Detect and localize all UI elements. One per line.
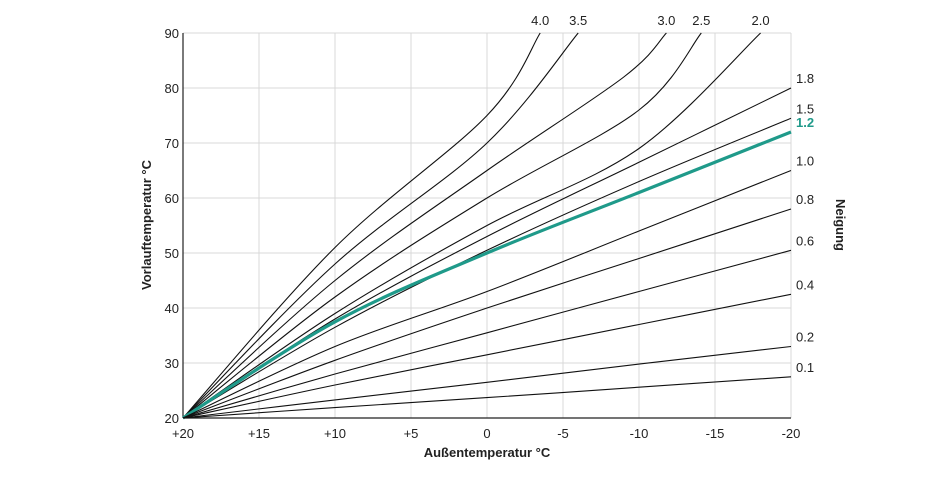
curve-0-6 [182,249,792,419]
y-tick-label: 40 [165,301,179,316]
curve-0-2 [182,345,792,419]
curves [182,32,792,420]
y-axis-title: Vorlauftemperatur °C [139,159,154,290]
x-tick-label: +20 [172,426,194,441]
curve-2-0 [182,32,761,419]
y-tick-label: 90 [165,26,179,41]
curve-label-2-5: 2.5 [692,13,710,28]
x-tick-label: 0 [483,426,490,441]
curve-label-0-6: 0.6 [796,233,814,248]
curve-label-0-4: 0.4 [796,277,814,292]
y-tick-labels: 20 30 40 50 60 70 80 90 [165,26,179,426]
curve-label-2-0: 2.0 [752,13,770,28]
curve-0-8 [182,208,792,419]
curve-1-5 [182,117,792,419]
curve-label-0-1: 0.1 [796,360,814,375]
x-tick-label: +15 [248,426,270,441]
x-axis-title: Außentemperatur °C [424,445,551,460]
x-tick-labels: +20 +15 +10 +5 0 -5 -10 -15 -20 [172,426,800,441]
curve-3-5 [182,32,579,419]
curve-label-1-0: 1.0 [796,154,814,169]
legend-title: Neigung [833,199,848,251]
y-tick-label: 30 [165,356,179,371]
curve-label-0-2: 0.2 [796,330,814,345]
y-tick-label: 60 [165,191,179,206]
x-tick-label: -5 [557,426,569,441]
axes [182,33,791,419]
curve-labels: 4.0 3.5 3.0 2.5 2.0 1.8 1.51.2 1.0 0.8 0.6 0.4 0.2 0… [531,13,814,375]
x-tick-label: +10 [324,426,346,441]
y-tick-label: 70 [165,136,179,151]
curve-1-2 [182,130,792,420]
y-tick-label: 80 [165,81,179,96]
curve-label-1-2: 1.2 [796,115,814,130]
y-tick-label: 20 [165,411,179,426]
x-tick-label: -15 [706,426,725,441]
curve-1-0 [182,169,792,419]
curve-0-4 [182,293,792,419]
curve-label-3-5: 3.5 [569,13,587,28]
curve-label-1-5: 1.5 [796,101,814,116]
curve-3-0 [182,32,667,419]
curve-4-0 [182,32,541,419]
curve-label-4-0: 4.0 [531,13,549,28]
curve-0-1 [182,376,792,419]
y-tick-label: 50 [165,246,179,261]
x-tick-label: -20 [782,426,801,441]
curve-2-5 [182,32,702,419]
curve-label-1-8: 1.8 [796,71,814,86]
x-tick-label: -10 [630,426,649,441]
curve-label-0-8: 0.8 [796,192,814,207]
curve-label-3-0: 3.0 [657,13,675,28]
x-tick-label: +5 [404,426,419,441]
